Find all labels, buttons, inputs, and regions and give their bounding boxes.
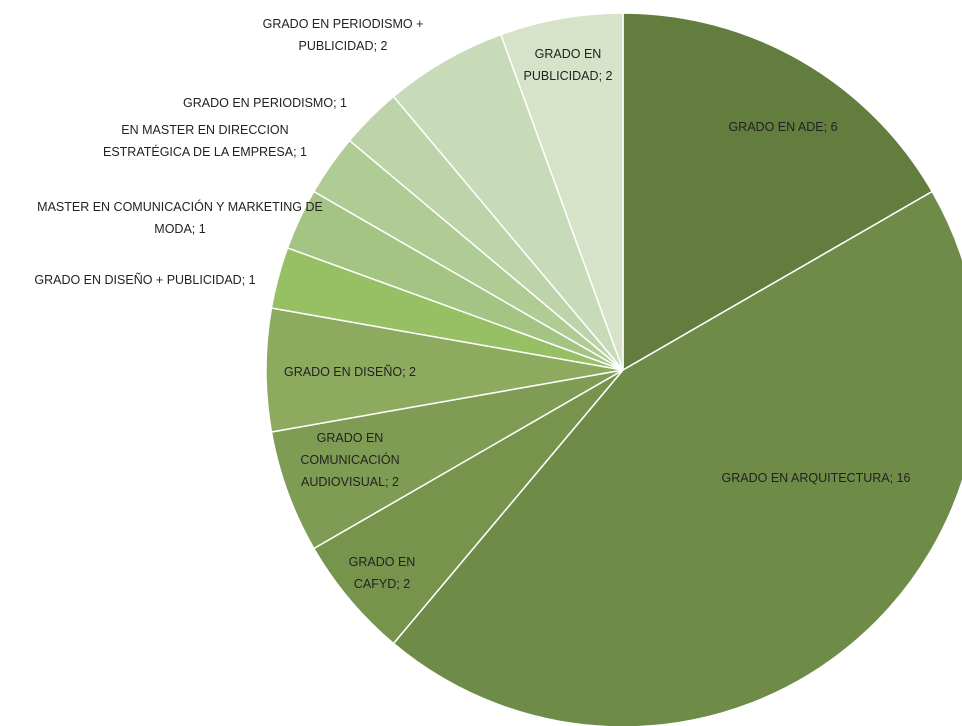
slice-label: GRADO EN PERIODISMO; 1	[145, 53, 385, 153]
label-text: GRADO EN CAFYD; 2	[342, 551, 422, 595]
label-separator: ;	[333, 96, 341, 110]
slice-label: GRADO EN ARQUITECTURA; 16	[686, 428, 946, 528]
label-category: EN MASTER EN DIRECCION ESTRATÉGICA DE LA…	[102, 123, 294, 159]
label-separator: ;	[396, 577, 404, 591]
slice-label: GRADO EN PUBLICIDAD; 2	[523, 15, 613, 115]
label-separator: ;	[385, 475, 393, 489]
label-category: MASTER EN COMUNICACIÓN Y MARKETING DE MO…	[37, 200, 323, 236]
slice-label: GRADO EN PERIODISMO + PUBLICIDAD; 2	[236, 0, 451, 85]
label-value: 1	[340, 96, 347, 110]
label-text: GRADO EN PERIODISMO + PUBLICIDAD; 2	[236, 13, 451, 57]
label-category: GRADO EN CAFYD	[348, 555, 416, 591]
label-box: GRADO EN PERIODISMO; 1	[145, 53, 385, 153]
label-value: 16	[896, 471, 911, 485]
label-separator: ;	[373, 39, 381, 53]
label-value: 2	[380, 39, 388, 53]
label-category: GRADO EN COMUNICACIÓN AUDIOVISUAL	[300, 431, 400, 489]
slice-label: GRADO EN CAFYD; 2	[342, 523, 422, 623]
label-value: 1	[248, 273, 256, 287]
label-box: GRADO EN PUBLICIDAD; 2	[523, 15, 613, 115]
label-box: GRADO EN CAFYD; 2	[342, 523, 422, 623]
label-category: GRADO EN DISEÑO + PUBLICIDAD	[34, 273, 242, 287]
label-text: GRADO EN PERIODISMO; 1	[183, 92, 347, 114]
label-separator: ;	[823, 120, 831, 134]
label-value: 2	[403, 577, 411, 591]
label-value: 2	[605, 69, 613, 83]
label-category: GRADO EN DISEÑO	[284, 365, 403, 379]
label-text: GRADO EN DISEÑO; 2	[284, 361, 416, 383]
label-separator: ;	[293, 145, 301, 159]
pie-slice	[392, 190, 962, 726]
label-value: 1	[300, 145, 307, 159]
slice-label: MASTER EN COMUNICACIÓN Y MARKETING DE MO…	[35, 168, 325, 268]
pie-slice	[499, 12, 624, 371]
label-category: GRADO EN PERIODISMO + PUBLICIDAD	[262, 17, 424, 53]
label-text: MASTER EN COMUNICACIÓN Y MARKETING DE MO…	[35, 196, 325, 240]
label-box: GRADO EN COMUNICACIÓN AUDIOVISUAL; 2	[288, 410, 413, 510]
label-value: 2	[409, 365, 416, 379]
label-category: GRADO EN ARQUITECTURA	[721, 471, 890, 485]
label-category: GRADO EN PUBLICIDAD	[523, 47, 602, 83]
label-box: GRADO EN ADE; 6	[683, 77, 883, 177]
label-box: EN MASTER EN DIRECCION ESTRATÉGICA DE LA…	[90, 91, 320, 191]
slice-label: EN MASTER EN DIRECCION ESTRATÉGICA DE LA…	[90, 91, 320, 191]
label-box: GRADO EN DISEÑO; 2	[265, 322, 435, 422]
label-text: EN MASTER EN DIRECCION ESTRATÉGICA DE LA…	[90, 119, 320, 163]
label-value: 6	[830, 120, 838, 134]
label-box: GRADO EN PERIODISMO + PUBLICIDAD; 2	[236, 0, 451, 85]
label-separator: ;	[191, 222, 199, 236]
slice-label: GRADO EN DISEÑO + PUBLICIDAD; 1	[18, 230, 273, 330]
label-category: GRADO EN PERIODISMO	[183, 96, 334, 110]
label-separator: ;	[598, 69, 606, 83]
label-box: GRADO EN DISEÑO + PUBLICIDAD; 1	[18, 230, 273, 330]
label-box: MASTER EN COMUNICACIÓN Y MARKETING DE MO…	[35, 168, 325, 268]
label-text: GRADO EN PUBLICIDAD; 2	[523, 43, 613, 87]
label-text: GRADO EN ARQUITECTURA; 16	[722, 467, 911, 489]
label-text: GRADO EN ADE; 6	[728, 116, 837, 138]
label-box: GRADO EN ARQUITECTURA; 16	[686, 428, 946, 528]
label-text: GRADO EN DISEÑO + PUBLICIDAD; 1	[34, 269, 255, 291]
label-category: GRADO EN ADE	[728, 120, 824, 134]
slice-label: GRADO EN DISEÑO; 2	[265, 322, 435, 422]
label-separator: ;	[402, 365, 410, 379]
label-value: 2	[392, 475, 399, 489]
slice-label: GRADO EN COMUNICACIÓN AUDIOVISUAL; 2	[288, 410, 413, 510]
pie-slice	[622, 12, 934, 372]
label-separator: ;	[241, 273, 249, 287]
label-value: 1	[198, 222, 206, 236]
slice-label: GRADO EN ADE; 6	[683, 77, 883, 177]
label-separator: ;	[889, 471, 897, 485]
label-text: GRADO EN COMUNICACIÓN AUDIOVISUAL; 2	[288, 427, 413, 493]
